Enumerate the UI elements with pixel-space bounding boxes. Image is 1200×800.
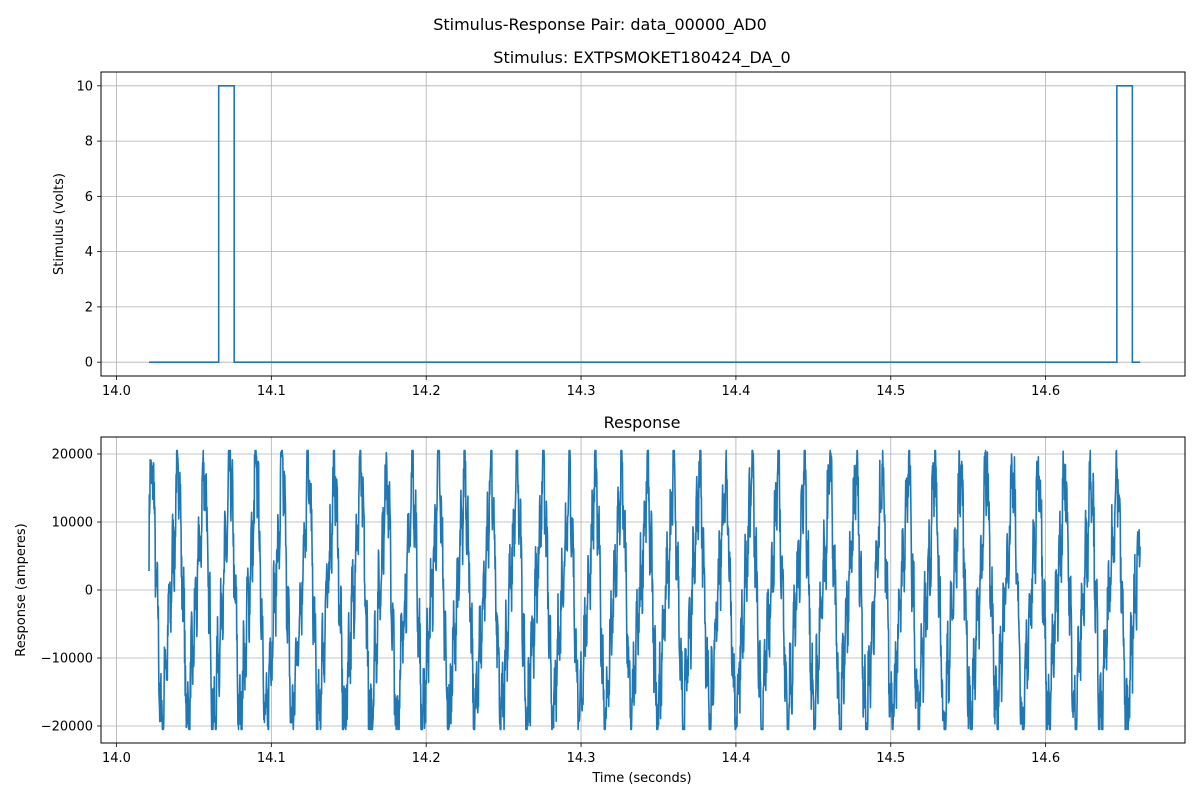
x-tick-label: 14.3 (567, 751, 596, 766)
x-tick-label: 14.2 (412, 384, 441, 399)
x-tick-label: 14.4 (721, 751, 750, 766)
y-tick-label: 0 (85, 356, 93, 371)
stimulus-x-ticks: 14.0 14.1 14.2 14.3 14.4 14.5 14.6 (102, 376, 1060, 399)
stimulus-grid (101, 72, 1185, 376)
y-tick-label: 0 (85, 584, 93, 599)
x-tick-label: 14.5 (876, 384, 905, 399)
y-tick-label: 2 (85, 300, 93, 315)
stimulus-series-line (149, 85, 1141, 363)
response-axes-frame (100, 436, 1186, 744)
x-tick-label: 14.0 (102, 384, 131, 399)
x-tick-label: 14.0 (102, 751, 131, 766)
x-tick-label: 14.3 (567, 384, 596, 399)
stimulus-title: Stimulus: EXTPSMOKET180424_DA_0 (493, 48, 790, 68)
x-tick-label: 14.6 (1031, 751, 1060, 766)
y-tick-label: −10000 (41, 652, 93, 667)
stimulus-axes-frame (100, 71, 1186, 377)
response-xlabel: Time (seconds) (591, 771, 691, 786)
response-ylabel: Response (amperes) (14, 523, 29, 656)
x-tick-label: 14.6 (1031, 384, 1060, 399)
y-tick-label: 8 (85, 135, 93, 150)
y-tick-label: −20000 (41, 720, 93, 735)
x-tick-label: 14.1 (257, 384, 286, 399)
figure-suptitle: Stimulus-Response Pair: data_00000_AD0 (433, 15, 767, 35)
stimulus-ylabel: Stimulus (volts) (52, 173, 67, 275)
stimulus-subplot: Stimulus: EXTPSMOKET180424_DA_0 Stimulus… (52, 48, 1186, 399)
response-y-ticks: −20000 −10000 0 10000 20000 (41, 448, 101, 735)
y-tick-label: 10 (76, 79, 93, 94)
x-tick-label: 14.1 (257, 751, 286, 766)
y-tick-label: 4 (85, 245, 93, 260)
stimulus-y-ticks: 0 2 4 6 8 10 (76, 79, 101, 371)
x-tick-label: 14.5 (876, 751, 905, 766)
response-title: Response (604, 413, 681, 432)
y-tick-label: 6 (85, 190, 93, 205)
response-x-ticks: 14.0 14.1 14.2 14.3 14.4 14.5 14.6 (102, 743, 1060, 766)
y-tick-label: 20000 (52, 448, 93, 463)
response-series-line (148, 449, 1141, 731)
x-tick-label: 14.2 (412, 751, 441, 766)
x-tick-label: 14.4 (721, 384, 750, 399)
y-tick-label: 10000 (52, 516, 93, 531)
response-subplot: Response Time (seconds) Response (ampere… (14, 413, 1186, 786)
